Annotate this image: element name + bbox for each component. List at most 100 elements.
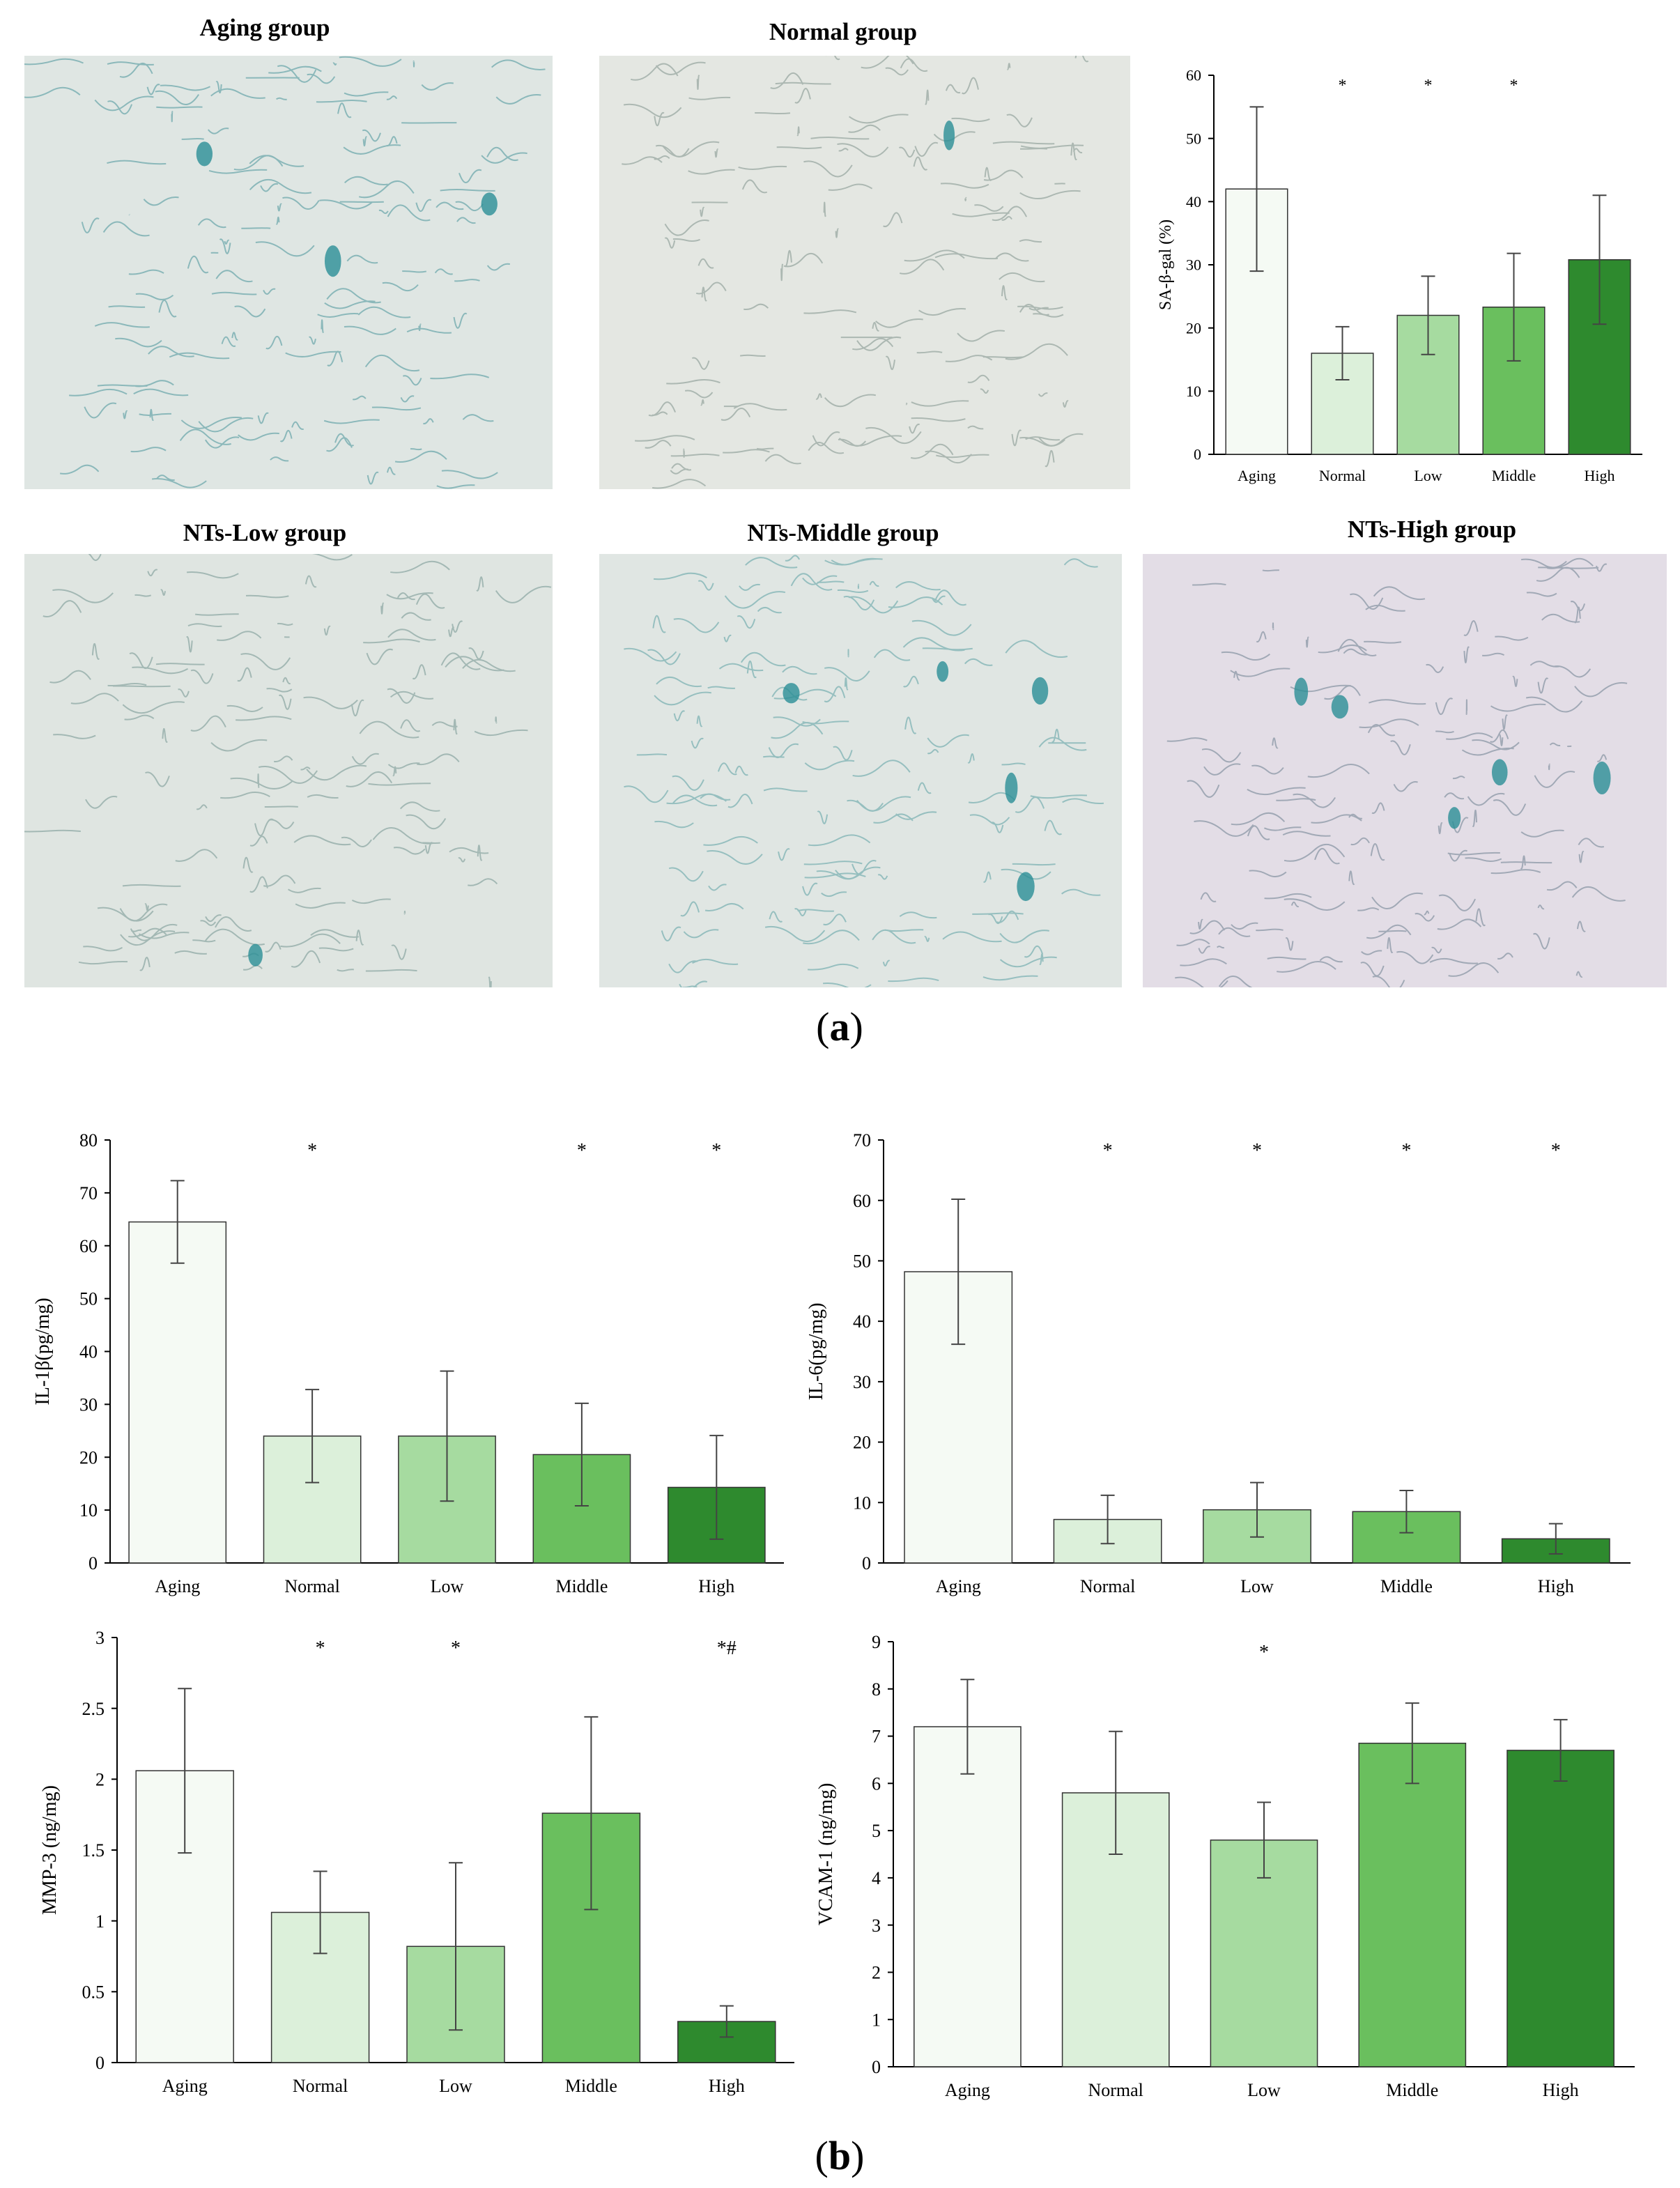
y-tick-label: 30	[853, 1372, 871, 1392]
x-tick-label: Middle	[1492, 467, 1536, 484]
x-tick-label: High	[1538, 1576, 1574, 1596]
y-tick-label: 10	[1186, 383, 1201, 400]
y-tick-label: 0.5	[82, 1982, 105, 2002]
x-tick-label: Aging	[945, 2080, 990, 2100]
error-bar-normal	[305, 1389, 320, 1484]
y-tick-label: 7	[872, 1727, 881, 1747]
micrograph-nts-high	[1143, 554, 1667, 987]
significance-marker: *	[1103, 1140, 1113, 1162]
error-bar-middle	[574, 1402, 589, 1507]
significance-marker: *	[1401, 1140, 1411, 1162]
y-tick-label: 0	[88, 1553, 98, 1573]
x-tick-label: Low	[1247, 2080, 1281, 2100]
y-tick-label: 0	[862, 1553, 871, 1573]
x-tick-label: Middle	[555, 1576, 608, 1596]
y-tick-label: 70	[853, 1130, 871, 1150]
micrograph-nts-middle	[599, 554, 1122, 987]
x-tick-label: Normal	[293, 2076, 348, 2096]
tissue-fibers	[622, 56, 1089, 489]
significance-marker: *	[1339, 77, 1347, 95]
micrograph-title-aging: Aging group	[199, 14, 330, 41]
y-tick-label: 40	[1186, 193, 1201, 210]
error-bar-aging	[1249, 106, 1264, 272]
significance-marker: *	[1259, 1642, 1269, 1663]
y-tick-label: 60	[1186, 67, 1201, 84]
x-tick-label: Low	[1240, 1576, 1274, 1596]
error-bar-middle	[1399, 1489, 1414, 1534]
stain-spots	[1294, 677, 1611, 829]
y-tick-label: 10	[79, 1500, 98, 1520]
y-tick-label: 9	[872, 1632, 881, 1652]
y-tick-label: 40	[79, 1342, 98, 1362]
chart-sa-beta-gal: 0 10 20 30 40 50 60 SA-β-gal (%) Aging Normal * Low…	[1157, 67, 1642, 484]
bar-aging	[914, 1726, 1022, 2067]
y-axis-label: IL-1β(pg/mg)	[32, 1297, 54, 1405]
micrograph-background	[599, 554, 1122, 987]
significance-marker: *	[1510, 77, 1518, 95]
error-bar-high	[1553, 1718, 1568, 1782]
significance-marker: *	[1551, 1140, 1561, 1162]
y-tick-label: 50	[853, 1251, 871, 1272]
panel-label-a: (a)	[816, 1004, 863, 1049]
chart-il-1beta: 0 10 20 30 40 50 60 70 80 IL-1β(pg/mg) Aging Normal…	[32, 1130, 784, 1596]
y-tick-label: 2	[872, 1963, 881, 1983]
error-bar-high	[719, 2005, 734, 2038]
significance-marker: *	[451, 1638, 461, 1659]
significance-marker: *#	[717, 1638, 737, 1659]
x-tick-label: Aging	[155, 1576, 200, 1596]
error-bar-aging	[178, 1688, 192, 1854]
error-bar-middle	[584, 1716, 599, 1911]
error-bar-normal	[313, 1870, 327, 1955]
significance-marker: *	[1424, 77, 1433, 95]
y-tick-label: 6	[872, 1773, 881, 1794]
stain-spots	[196, 141, 498, 277]
tissue-fibers	[24, 56, 546, 489]
error-bar-low	[449, 1862, 463, 2031]
x-tick-label: Aging	[162, 2076, 208, 2096]
y-tick-label: 20	[79, 1447, 98, 1467]
y-tick-label: 40	[853, 1311, 871, 1332]
y-tick-label: 2	[95, 1769, 105, 1789]
error-bar-aging	[951, 1198, 966, 1346]
y-tick-label: 30	[79, 1394, 98, 1415]
micrograph-background	[599, 56, 1130, 489]
micrograph-normal	[599, 56, 1130, 489]
y-tick-label: 0	[1194, 446, 1201, 463]
x-tick-label: Middle	[1386, 2080, 1438, 2100]
x-tick-label: Aging	[1238, 467, 1276, 484]
error-bar-low	[1421, 275, 1435, 355]
significance-marker: *	[316, 1638, 325, 1659]
error-bar-low	[440, 1370, 454, 1502]
tissue-fibers	[24, 554, 552, 987]
stain-spots	[943, 121, 955, 151]
x-tick-label: Aging	[936, 1576, 981, 1596]
y-tick-label: 0	[95, 2053, 105, 2073]
panel-label-b: (b)	[815, 2133, 865, 2178]
y-axis-label: IL-6(pg/mg)	[806, 1303, 827, 1401]
y-axis-label: MMP-3 (ng/mg)	[39, 1785, 61, 1915]
error-bar-normal	[1335, 325, 1350, 381]
x-tick-label: Middle	[565, 2076, 617, 2096]
micrograph-nts-low	[24, 554, 553, 987]
y-tick-label: 30	[1186, 256, 1201, 274]
error-bar-normal	[1100, 1494, 1115, 1545]
x-tick-label: Normal	[1080, 1576, 1135, 1596]
x-tick-label: Middle	[1380, 1576, 1433, 1596]
x-tick-label: Normal	[284, 1576, 339, 1596]
y-tick-label: 70	[79, 1183, 98, 1203]
error-bar-normal	[1109, 1730, 1123, 1855]
y-tick-label: 80	[79, 1130, 98, 1150]
y-axis-label: SA-β-gal (%)	[1157, 219, 1175, 310]
significance-marker: *	[307, 1140, 317, 1162]
x-tick-label: High	[1543, 2080, 1579, 2100]
y-tick-label: 20	[1186, 319, 1201, 337]
y-tick-label: 8	[872, 1679, 881, 1700]
y-tick-label: 1.5	[82, 1840, 105, 1860]
x-tick-label: Normal	[1088, 2080, 1143, 2100]
significance-marker: *	[577, 1140, 587, 1162]
x-tick-label: Low	[439, 2076, 472, 2096]
micrograph-title-nts-low: NTs-Low group	[183, 519, 347, 546]
micrograph-background	[1143, 554, 1667, 987]
x-tick-label: High	[1585, 467, 1615, 484]
micrograph-title-nts-middle: NTs-Middle group	[747, 519, 939, 546]
